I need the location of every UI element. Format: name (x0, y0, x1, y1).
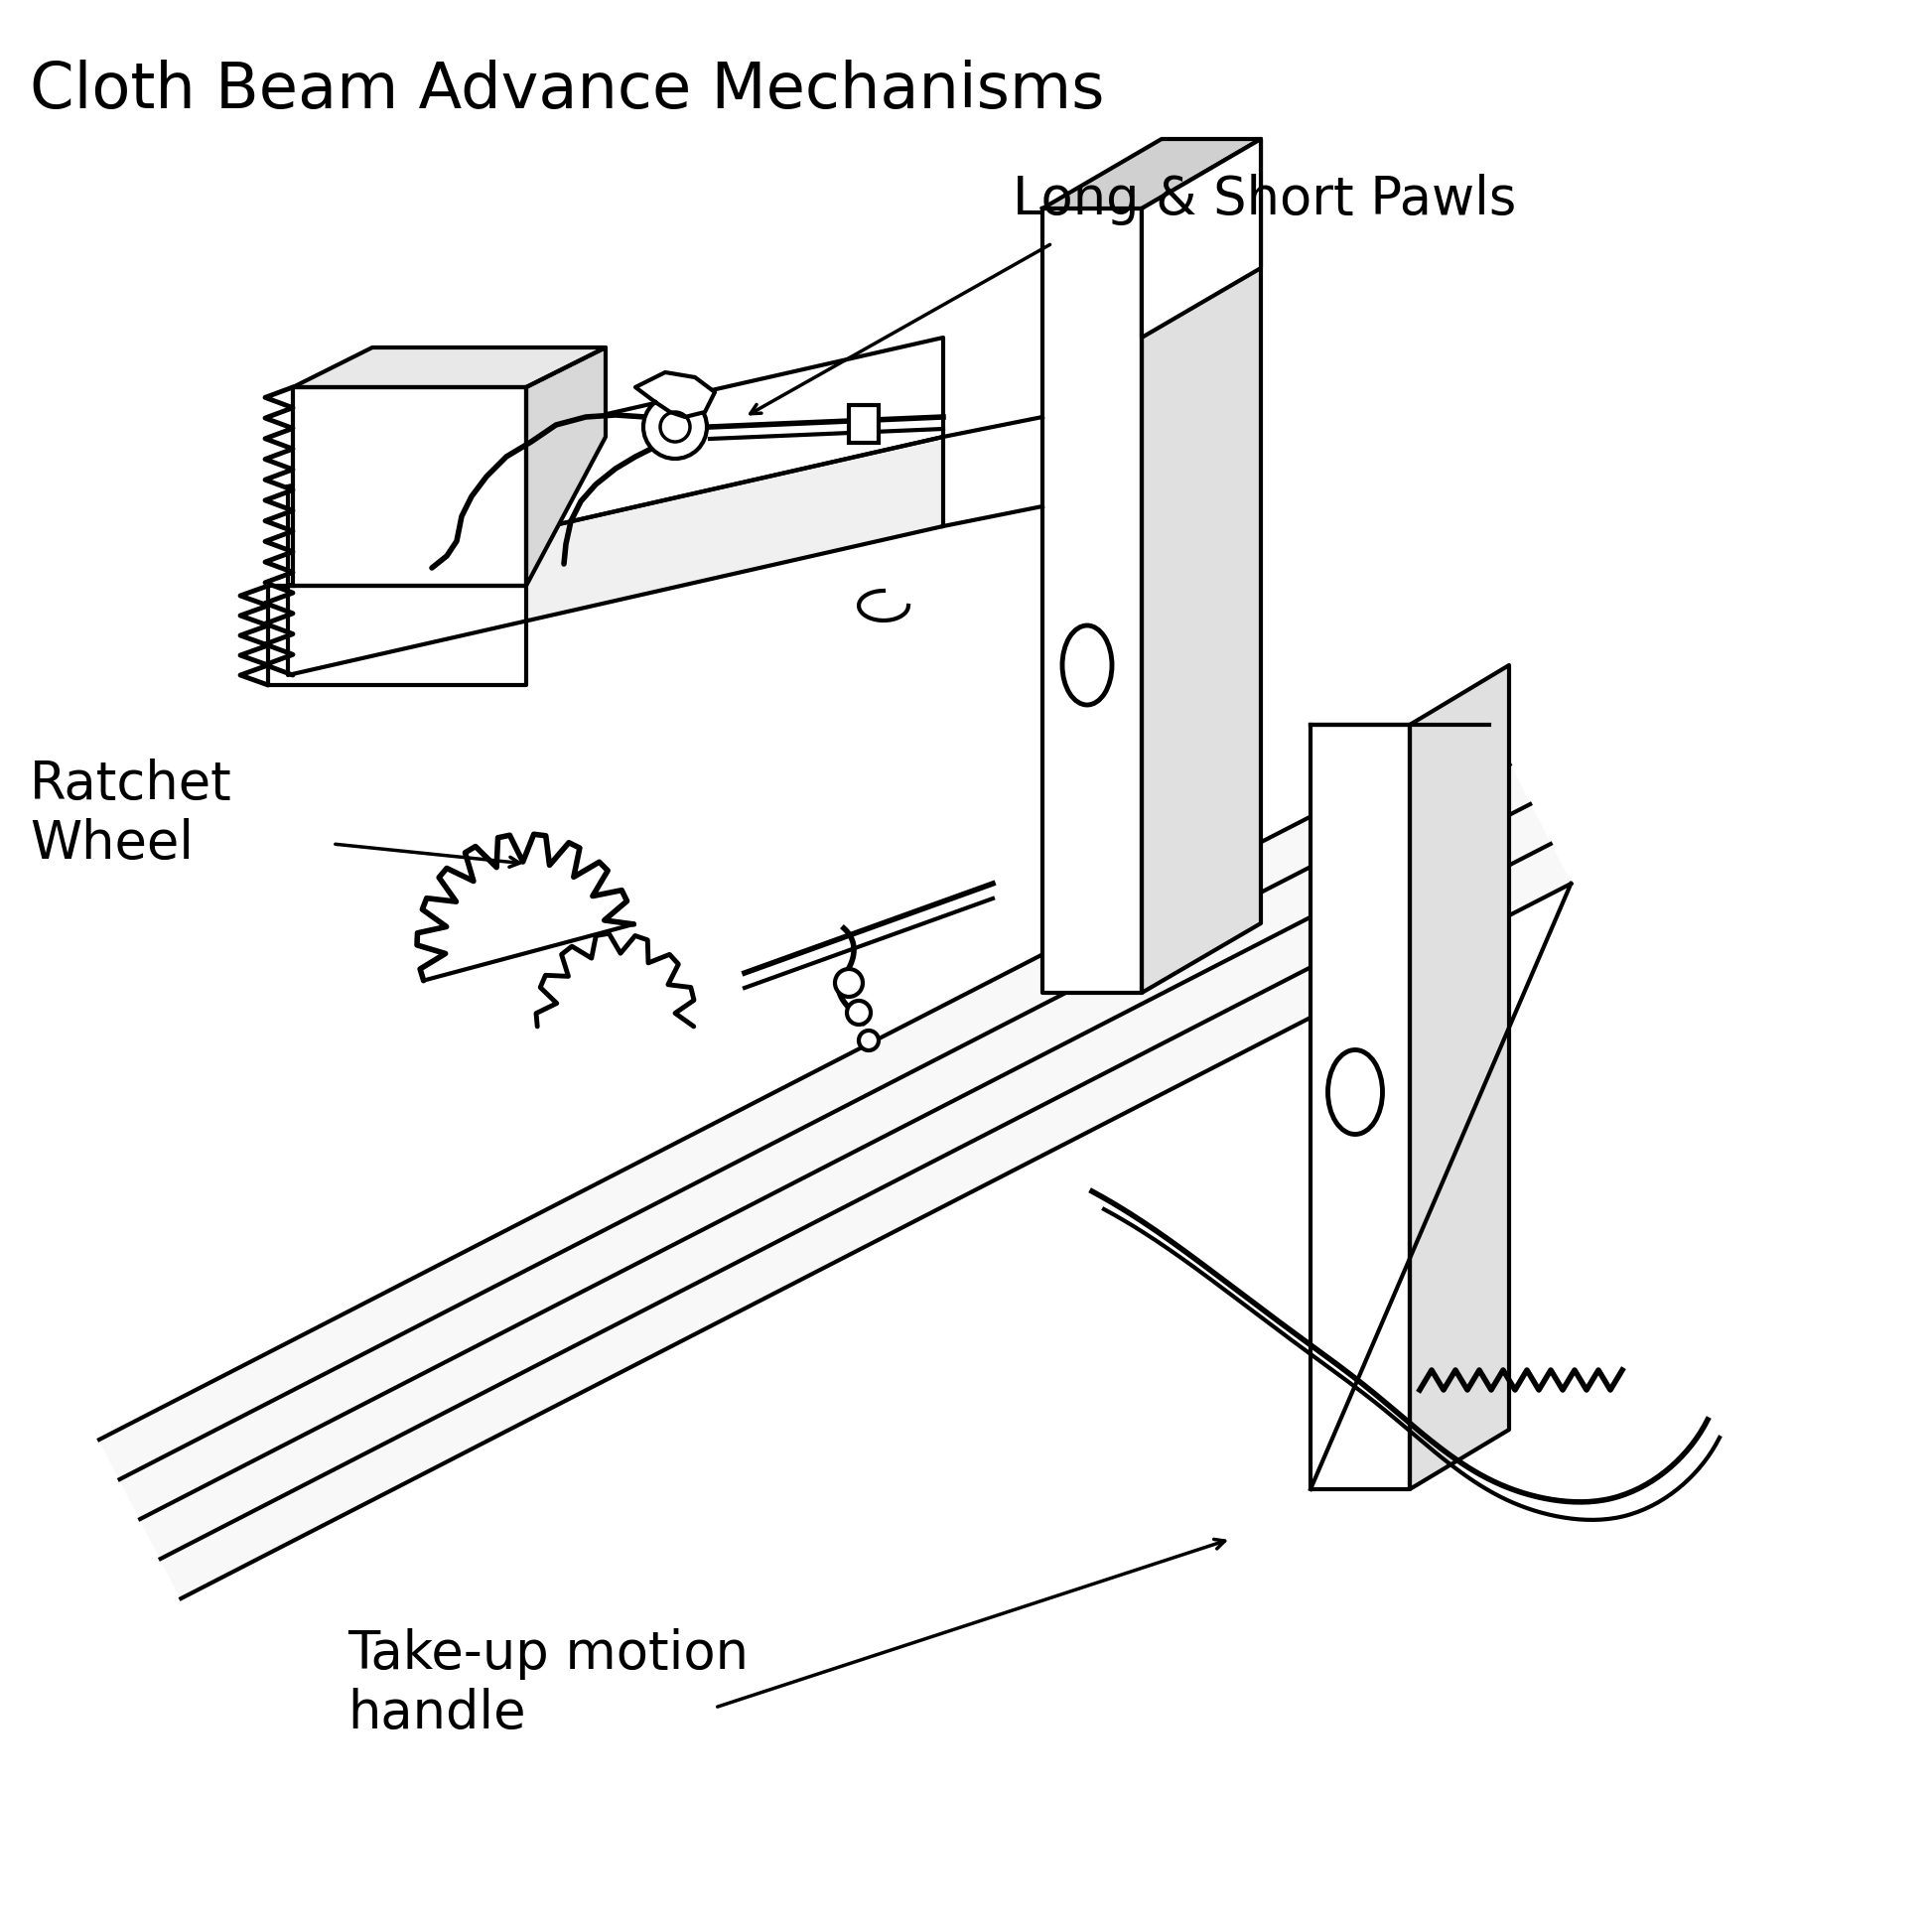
Polygon shape (1310, 724, 1410, 1490)
Circle shape (643, 396, 707, 458)
Text: Take-up motion
handle: Take-up motion handle (348, 1629, 748, 1739)
Polygon shape (1043, 139, 1262, 209)
Circle shape (860, 1030, 879, 1051)
Polygon shape (526, 348, 605, 585)
Bar (848, 406, 879, 442)
Text: Cloth Beam Advance Mechanisms: Cloth Beam Advance Mechanisms (29, 60, 1105, 122)
Polygon shape (294, 386, 526, 585)
Circle shape (846, 1001, 871, 1024)
Text: Long & Short Pawls: Long & Short Pawls (1012, 174, 1517, 226)
Polygon shape (1142, 139, 1262, 993)
Polygon shape (1410, 665, 1509, 1490)
Text: Ratchet
Wheel: Ratchet Wheel (29, 759, 232, 869)
Polygon shape (294, 348, 605, 386)
Polygon shape (288, 437, 943, 674)
Polygon shape (636, 373, 715, 417)
Polygon shape (269, 585, 526, 686)
Polygon shape (288, 338, 943, 585)
Polygon shape (1142, 139, 1262, 338)
Polygon shape (99, 724, 1571, 1598)
Circle shape (835, 970, 864, 997)
Polygon shape (1043, 209, 1142, 993)
